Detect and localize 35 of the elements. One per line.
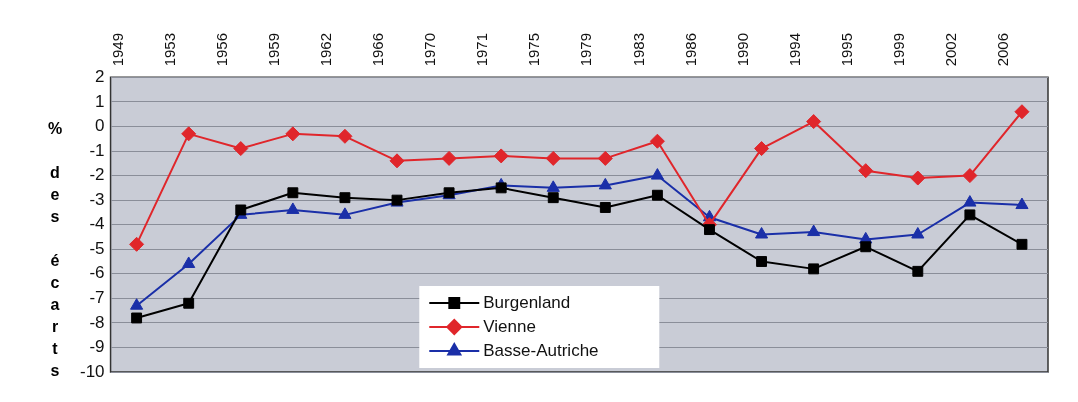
x-tick-label: 1983 [629,32,647,67]
legend-label: Vienne [483,316,536,336]
x-tick-label: 1959 [264,32,282,67]
x-tick-label: 1962 [317,32,335,67]
x-tick-label: 1979 [577,32,595,67]
x-tick-label: 2002 [942,32,960,67]
x-tick-label: 1986 [681,32,699,67]
y-tick-label: -8 [89,312,105,332]
y-tick-label: -5 [89,238,105,258]
y-tick-label: 0 [95,116,105,136]
y-tick-label: -9 [89,337,105,357]
y-tick-label: 2 [95,67,105,87]
x-tick-label: 1971 [473,32,491,67]
x-tick-label: 1970 [421,32,439,67]
x-tick-label: 1953 [160,32,178,67]
y-tick-label: -4 [89,214,105,234]
x-tick-label: 1999 [889,32,907,67]
x-tick-label: 2006 [994,32,1012,67]
x-tick-label: 1975 [525,32,543,67]
y-tick-label: -6 [89,263,105,283]
y-tick-label: -2 [89,165,105,185]
y-tick-label: 1 [95,91,105,111]
y-tick-label: -7 [89,288,105,308]
legend-label: Basse-Autriche [483,340,599,360]
x-tick-label: 1995 [837,32,855,67]
x-tick-label: 1956 [212,32,230,67]
y-tick-label: -10 [79,361,105,381]
x-tick-label: 1966 [369,32,387,67]
y-tick-label: -3 [89,189,105,209]
x-tick-label: 1949 [108,32,126,67]
x-tick-label: 1990 [733,32,751,67]
y-tick-label: -1 [89,140,105,160]
text: % des écarts [47,120,63,379]
x-tick-label: 1994 [785,32,803,67]
legend-label: Burgenland [483,292,571,312]
